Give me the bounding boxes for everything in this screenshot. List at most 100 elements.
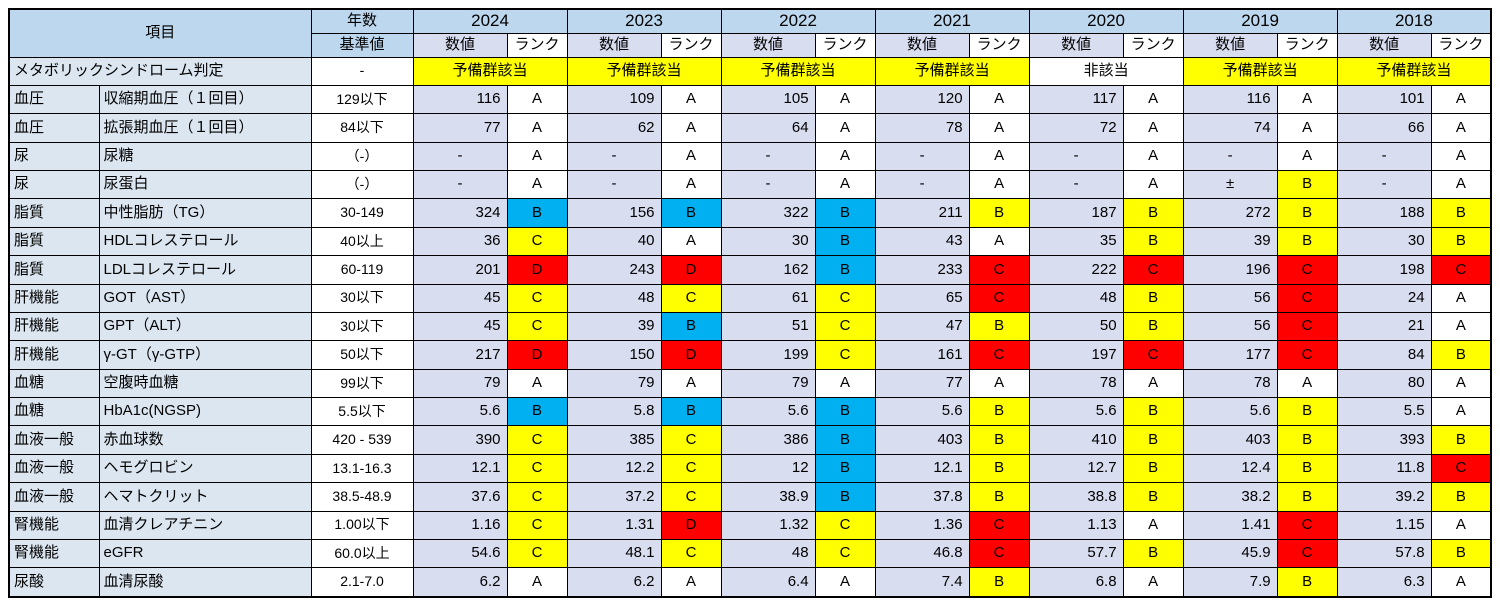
rank-cell-2023: A: [660, 368, 722, 399]
value-subheader-2020: 数値: [1028, 32, 1124, 58]
rank-cell-2023: A: [660, 226, 722, 257]
rank-cell-2020: B: [1122, 396, 1184, 427]
value-cell-2023: 156: [566, 198, 662, 228]
item-column-header: 項目: [8, 8, 312, 58]
rank-cell-2024: A: [506, 84, 568, 115]
rank-cell-2020: B: [1122, 283, 1184, 313]
year-header: 2020: [1028, 8, 1184, 34]
rank-cell-2023: B: [660, 311, 722, 342]
value-cell-2020: 12.7: [1028, 453, 1124, 484]
rank-cell-2019: B: [1276, 453, 1338, 484]
value-cell-2019: 74: [1182, 113, 1278, 143]
rank-cell-2024: A: [506, 169, 568, 200]
rank-cell-2023: A: [660, 141, 722, 172]
rank-cell-2021: B: [968, 396, 1030, 427]
value-cell-2023: 5.8: [566, 396, 662, 427]
metabo-judgment-cell-2022: 予備群該当: [720, 56, 876, 86]
value-subheader-2019: 数値: [1182, 32, 1278, 58]
value-cell-2021: 233: [874, 255, 970, 285]
value-cell-2020: 117: [1028, 84, 1124, 115]
rank-subheader-2024: ランク: [506, 32, 568, 58]
rank-cell-2022: A: [814, 84, 876, 115]
rank-cell-2021: A: [968, 141, 1030, 172]
category-cell: 血糖: [8, 396, 100, 427]
standard-cell: 129以下: [310, 84, 414, 115]
value-cell-2022: 1.32: [720, 510, 816, 540]
table-row: 脂質 中性脂肪（TG） 30-149 324 B 156 B 322 B 211 B 187 B 272 B…: [8, 198, 1492, 228]
rank-cell-2020: A: [1122, 141, 1184, 172]
standard-cell: 13.1-16.3: [310, 453, 414, 484]
standard-cell: 99以下: [310, 368, 414, 399]
rank-cell-2020: B: [1122, 482, 1184, 512]
value-cell-2020: 187: [1028, 198, 1124, 228]
value-cell-2020: 57.7: [1028, 538, 1124, 569]
item-cell: 尿蛋白: [98, 169, 312, 200]
rank-cell-2022: C: [814, 538, 876, 569]
value-cell-2023: 37.2: [566, 482, 662, 512]
rank-cell-2022: B: [814, 198, 876, 228]
rank-subheader-2021: ランク: [968, 32, 1030, 58]
value-cell-2019: 196: [1182, 255, 1278, 285]
value-cell-2021: 120: [874, 84, 970, 115]
value-cell-2019: 38.2: [1182, 482, 1278, 512]
rank-cell-2019: A: [1276, 141, 1338, 172]
rank-cell-2020: A: [1122, 510, 1184, 540]
metabo-judgment-cell-2023: 予備群該当: [566, 56, 722, 86]
value-cell-2023: -: [566, 141, 662, 172]
value-subheader-2021: 数値: [874, 32, 970, 58]
rank-cell-2023: A: [660, 113, 722, 143]
rank-cell-2024: B: [506, 198, 568, 228]
table-row: 尿尿糖 （-） - A - A - A - A - A - A - A: [8, 141, 1492, 172]
value-cell-2023: 12.2: [566, 453, 662, 484]
item-cell: ヘマトクリット: [98, 482, 312, 512]
rank-cell-2024: C: [506, 482, 568, 512]
value-cell-2021: 46.8: [874, 538, 970, 569]
standard-cell: （-）: [310, 169, 414, 200]
rank-cell-2021: A: [968, 113, 1030, 143]
rank-cell-2019: C: [1276, 255, 1338, 285]
category-cell: 尿酸: [8, 567, 100, 598]
rank-cell-2024: C: [506, 453, 568, 484]
value-cell-2023: 243: [566, 255, 662, 285]
category-cell: 肝機能: [8, 311, 100, 342]
value-cell-2024: 324: [412, 198, 508, 228]
value-cell-2024: 116: [412, 84, 508, 115]
rank-cell-2021: B: [968, 311, 1030, 342]
rank-cell-2018: A: [1430, 510, 1492, 540]
value-cell-2018: 393: [1336, 425, 1432, 455]
rank-cell-2020: B: [1122, 538, 1184, 569]
value-cell-2024: 6.2: [412, 567, 508, 598]
value-cell-2021: 37.8: [874, 482, 970, 512]
rank-cell-2021: A: [968, 368, 1030, 399]
rank-cell-2023: D: [660, 255, 722, 285]
standard-cell: 420 - 539: [310, 425, 414, 455]
rank-subheader-2018: ランク: [1430, 32, 1492, 58]
rank-cell-2020: C: [1122, 255, 1184, 285]
metabo-row-label: メタボリックシンドローム判定: [8, 56, 312, 86]
rank-cell-2022: B: [814, 255, 876, 285]
rank-cell-2022: C: [814, 311, 876, 342]
rank-cell-2019: A: [1276, 84, 1338, 115]
value-cell-2020: 35: [1028, 226, 1124, 257]
value-cell-2018: 24: [1336, 283, 1432, 313]
rank-cell-2019: C: [1276, 510, 1338, 540]
value-cell-2022: 386: [720, 425, 816, 455]
rank-cell-2019: C: [1276, 283, 1338, 313]
rank-cell-2024: A: [506, 368, 568, 399]
value-cell-2020: 6.8: [1028, 567, 1124, 598]
value-cell-2018: 80: [1336, 368, 1432, 399]
standard-cell: 50以下: [310, 340, 414, 370]
item-cell: 血清クレアチニン: [98, 510, 312, 540]
standard-cell: 60-119: [310, 255, 414, 285]
rank-cell-2022: B: [814, 482, 876, 512]
rank-cell-2020: B: [1122, 311, 1184, 342]
standard-cell: 30以下: [310, 283, 414, 313]
category-cell: 腎機能: [8, 510, 100, 540]
item-cell: LDLコレステロール: [98, 255, 312, 285]
rank-cell-2019: B: [1276, 567, 1338, 598]
rank-cell-2021: B: [968, 567, 1030, 598]
rank-cell-2023: C: [660, 283, 722, 313]
rank-cell-2022: A: [814, 368, 876, 399]
rank-subheader-2019: ランク: [1276, 32, 1338, 58]
table-row: 血糖 空腹時血糖 99以下 79 A 79 A 79 A 77 A 78 A 78 A 80 A: [8, 368, 1492, 399]
